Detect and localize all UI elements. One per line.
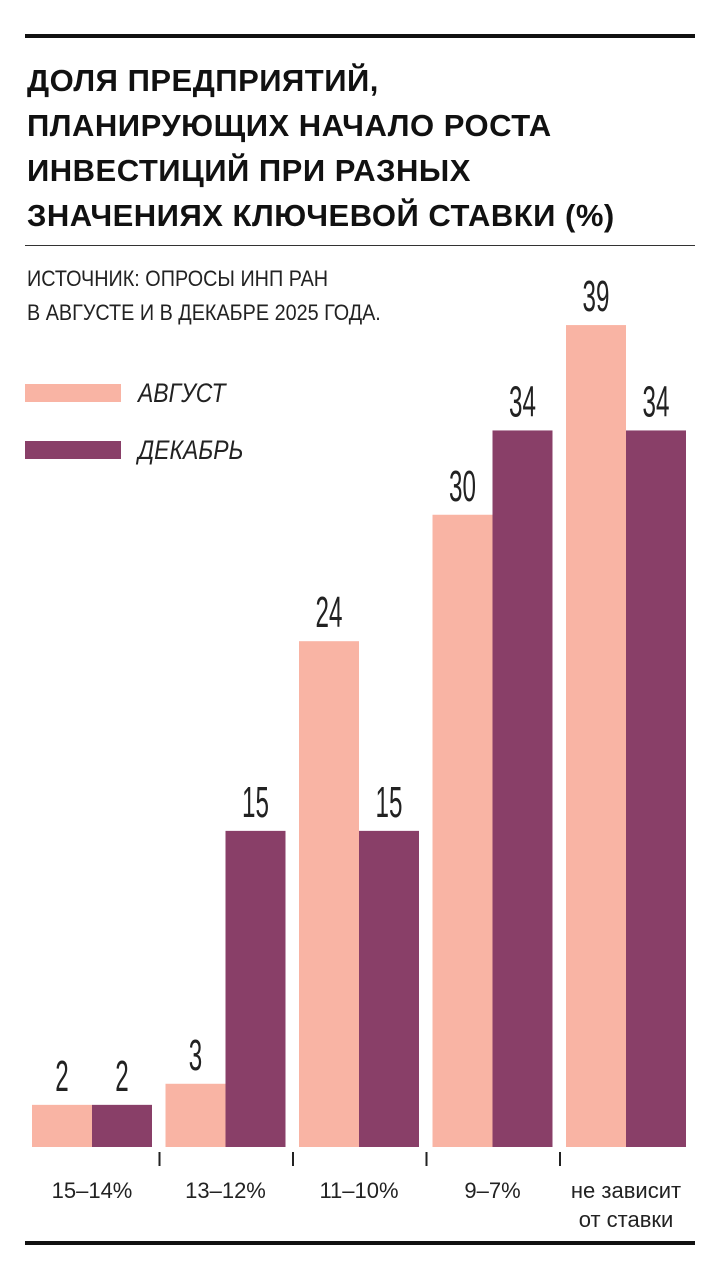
value-label: 39 — [583, 271, 610, 321]
bar — [165, 1083, 226, 1147]
legend-swatch — [25, 441, 121, 459]
x-tick-label: не зависит от ставки — [570, 1178, 682, 1232]
bar — [225, 830, 286, 1147]
bar — [32, 1104, 92, 1147]
legend-label: ДЕКАБРЬ — [135, 435, 243, 465]
legend-swatch — [25, 384, 121, 402]
value-label: 2 — [115, 1051, 128, 1101]
x-tick-label: 15–14% — [51, 1178, 133, 1203]
bar — [566, 325, 626, 1147]
value-label: 2 — [55, 1051, 68, 1101]
value-label: 34 — [643, 377, 670, 427]
value-label: 34 — [509, 377, 536, 427]
x-tick-label: 13–12% — [185, 1178, 266, 1203]
bar — [92, 1104, 152, 1147]
bottom-rule — [25, 1241, 695, 1245]
bar — [492, 430, 553, 1147]
chart-subtitle: ИСТОЧНИК: ОПРОСЫ ИНП РАН В АВГУСТЕ И В Д… — [27, 266, 381, 325]
group-separator — [559, 1152, 561, 1166]
group-separator — [158, 1152, 161, 1166]
value-label: 15 — [376, 777, 403, 827]
bar — [299, 641, 359, 1147]
x-tick-label: 11–10% — [319, 1178, 399, 1203]
value-label: 24 — [316, 588, 343, 638]
title-rule — [25, 245, 695, 246]
group-separator — [292, 1152, 294, 1166]
value-label: 3 — [189, 1030, 202, 1080]
x-tick-label: 9–7% — [464, 1178, 521, 1203]
value-label: 30 — [449, 461, 476, 511]
legend-label: АВГУСТ — [136, 378, 227, 408]
top-rule — [25, 34, 695, 38]
group-separator — [425, 1152, 428, 1166]
chart-title: ДОЛЯ ПРЕДПРИЯТИЙ, ПЛАНИРУЮЩИХ НАЧАЛО РОС… — [27, 63, 615, 233]
bar — [359, 830, 419, 1147]
bar — [626, 430, 686, 1147]
bar — [432, 514, 493, 1147]
value-label: 15 — [242, 777, 269, 827]
